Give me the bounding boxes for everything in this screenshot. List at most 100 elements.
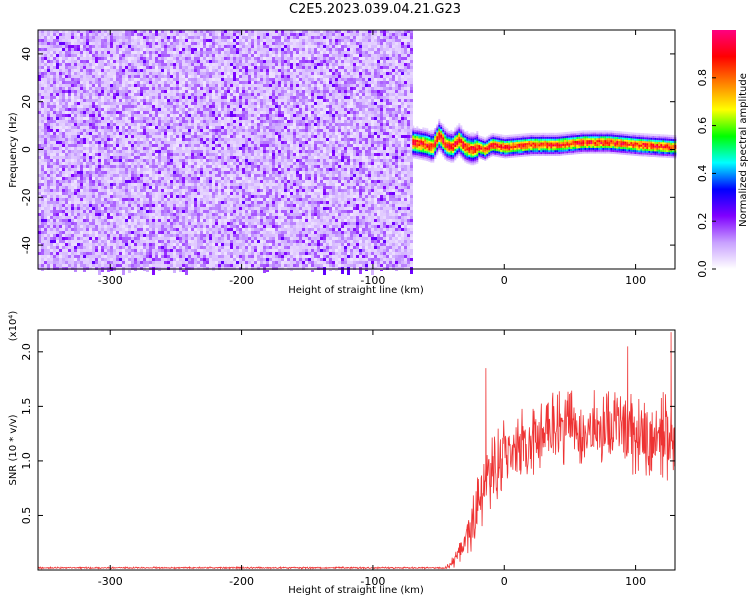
spectrogram-cell (212, 63, 215, 66)
spectrogram-cell (53, 102, 56, 105)
spectrogram-cell (137, 174, 140, 177)
spectrogram-cell (185, 267, 188, 275)
spectrogram-cell (200, 123, 203, 126)
spectrogram-cell (44, 180, 47, 183)
spectrogram-cell (164, 117, 167, 120)
spectrogram-cell (98, 129, 101, 132)
spectrogram-cell (116, 123, 119, 126)
spectrogram-cell (98, 114, 101, 119)
spectrogram-cell (56, 102, 59, 105)
spectrogram-cell (140, 192, 143, 195)
spectrogram-cell (110, 213, 113, 216)
spectrogram-cell (155, 219, 158, 222)
spectrogram-cell (62, 198, 65, 201)
spectrogram-cell (209, 168, 212, 171)
spectrogram-cell (182, 183, 185, 186)
spectrogram-cell (146, 162, 149, 165)
spectrogram-cell (113, 246, 116, 249)
spectrogram-cell (65, 129, 68, 132)
spectrogram-cell (176, 207, 179, 210)
spectrogram-cell (59, 45, 62, 48)
spectrogram-cell (47, 72, 50, 75)
spectrogram-cell (146, 51, 149, 54)
spectrogram-cell (188, 90, 191, 93)
spectrogram-cell (122, 120, 125, 123)
spectrogram-cell (71, 201, 74, 204)
spectrogram-cell (212, 249, 215, 252)
spectrogram-cell (146, 87, 149, 92)
spectrogram-cell (209, 192, 212, 195)
spectrogram-cell (212, 186, 215, 189)
spectrogram-cell (56, 225, 59, 228)
spectrogram-cell (38, 216, 41, 219)
spectrogram-cell (176, 144, 179, 147)
spectrogram-cell (161, 243, 164, 246)
spectrogram-cell (149, 36, 152, 39)
spectrogram-cell (107, 207, 110, 210)
spectrogram-cell (179, 222, 182, 225)
spectrogram-cell (179, 249, 182, 252)
spectrogram-cell (167, 183, 170, 186)
spectrogram-cell (206, 177, 209, 180)
spectrogram-cell (182, 90, 185, 93)
spectrogram-cell (140, 33, 143, 37)
spectrogram-cell (179, 255, 182, 258)
spectrogram-cell (176, 75, 179, 80)
spectrogram-cell (56, 240, 59, 243)
spectrogram-cell (104, 246, 107, 249)
spectrogram-cell (80, 249, 83, 252)
spectrogram-cell (167, 63, 170, 66)
spectrogram-cell (170, 84, 173, 87)
spectrogram-cell (200, 177, 203, 180)
spectrogram-cell (164, 45, 167, 48)
spectrogram-cell (101, 81, 104, 84)
spectrogram-cell (143, 126, 146, 129)
spectrogram-cell (86, 255, 89, 258)
spectrogram-cell (71, 153, 74, 156)
spectrogram-cell (113, 48, 116, 51)
spectrogram-cell (74, 60, 77, 63)
spectrogram-cell (185, 207, 188, 210)
spectrogram-cell (101, 252, 104, 255)
spectrogram-cell (101, 87, 104, 92)
spectrogram-cell (212, 246, 215, 249)
spectrogram-cell (134, 114, 137, 117)
spectrogram-cell (41, 102, 44, 105)
spectrogram-cell (188, 66, 191, 69)
spectrogram-cell (137, 153, 140, 156)
spectrogram-cell (185, 213, 188, 216)
spectrogram-cell (113, 33, 116, 36)
spectrogram-cell (137, 195, 140, 198)
spectrogram-cell (116, 72, 119, 75)
spectrogram-cell (59, 126, 62, 129)
spectrogram-cell (176, 45, 179, 48)
spectrogram-cell (110, 174, 113, 179)
spectrogram-cell (71, 165, 74, 170)
spectrogram-cell (119, 234, 122, 237)
spectrogram-cell (155, 204, 158, 207)
spectrogram-cell (128, 261, 131, 264)
spectrogram-cell (65, 141, 68, 144)
spectrogram-cell (143, 255, 146, 258)
spectrogram-cell (140, 147, 143, 150)
spectrogram-cell (131, 45, 134, 48)
spectrogram-cell (176, 201, 179, 204)
spectrogram-cell (53, 141, 56, 144)
spectrogram-cell (128, 168, 131, 171)
spectrogram-cell (38, 102, 41, 105)
spectrogram-cell (50, 144, 53, 147)
spectrogram-cell (44, 189, 47, 192)
spectrogram-cell (80, 261, 83, 264)
spectrogram-cell (47, 216, 50, 219)
spectrogram-cell (170, 102, 173, 105)
spectrogram-cell (77, 135, 80, 140)
spectrogram-cell (191, 189, 194, 192)
spectrogram-cell (59, 186, 62, 189)
spectrogram-cell (83, 72, 86, 75)
spectrogram-cell (167, 207, 170, 210)
spectrogram-cell (215, 150, 218, 153)
spectrogram-cell (110, 60, 113, 63)
spectrogram-cell (98, 102, 101, 105)
spectrogram-cell (65, 204, 68, 207)
spectrogram-cell (104, 198, 107, 203)
